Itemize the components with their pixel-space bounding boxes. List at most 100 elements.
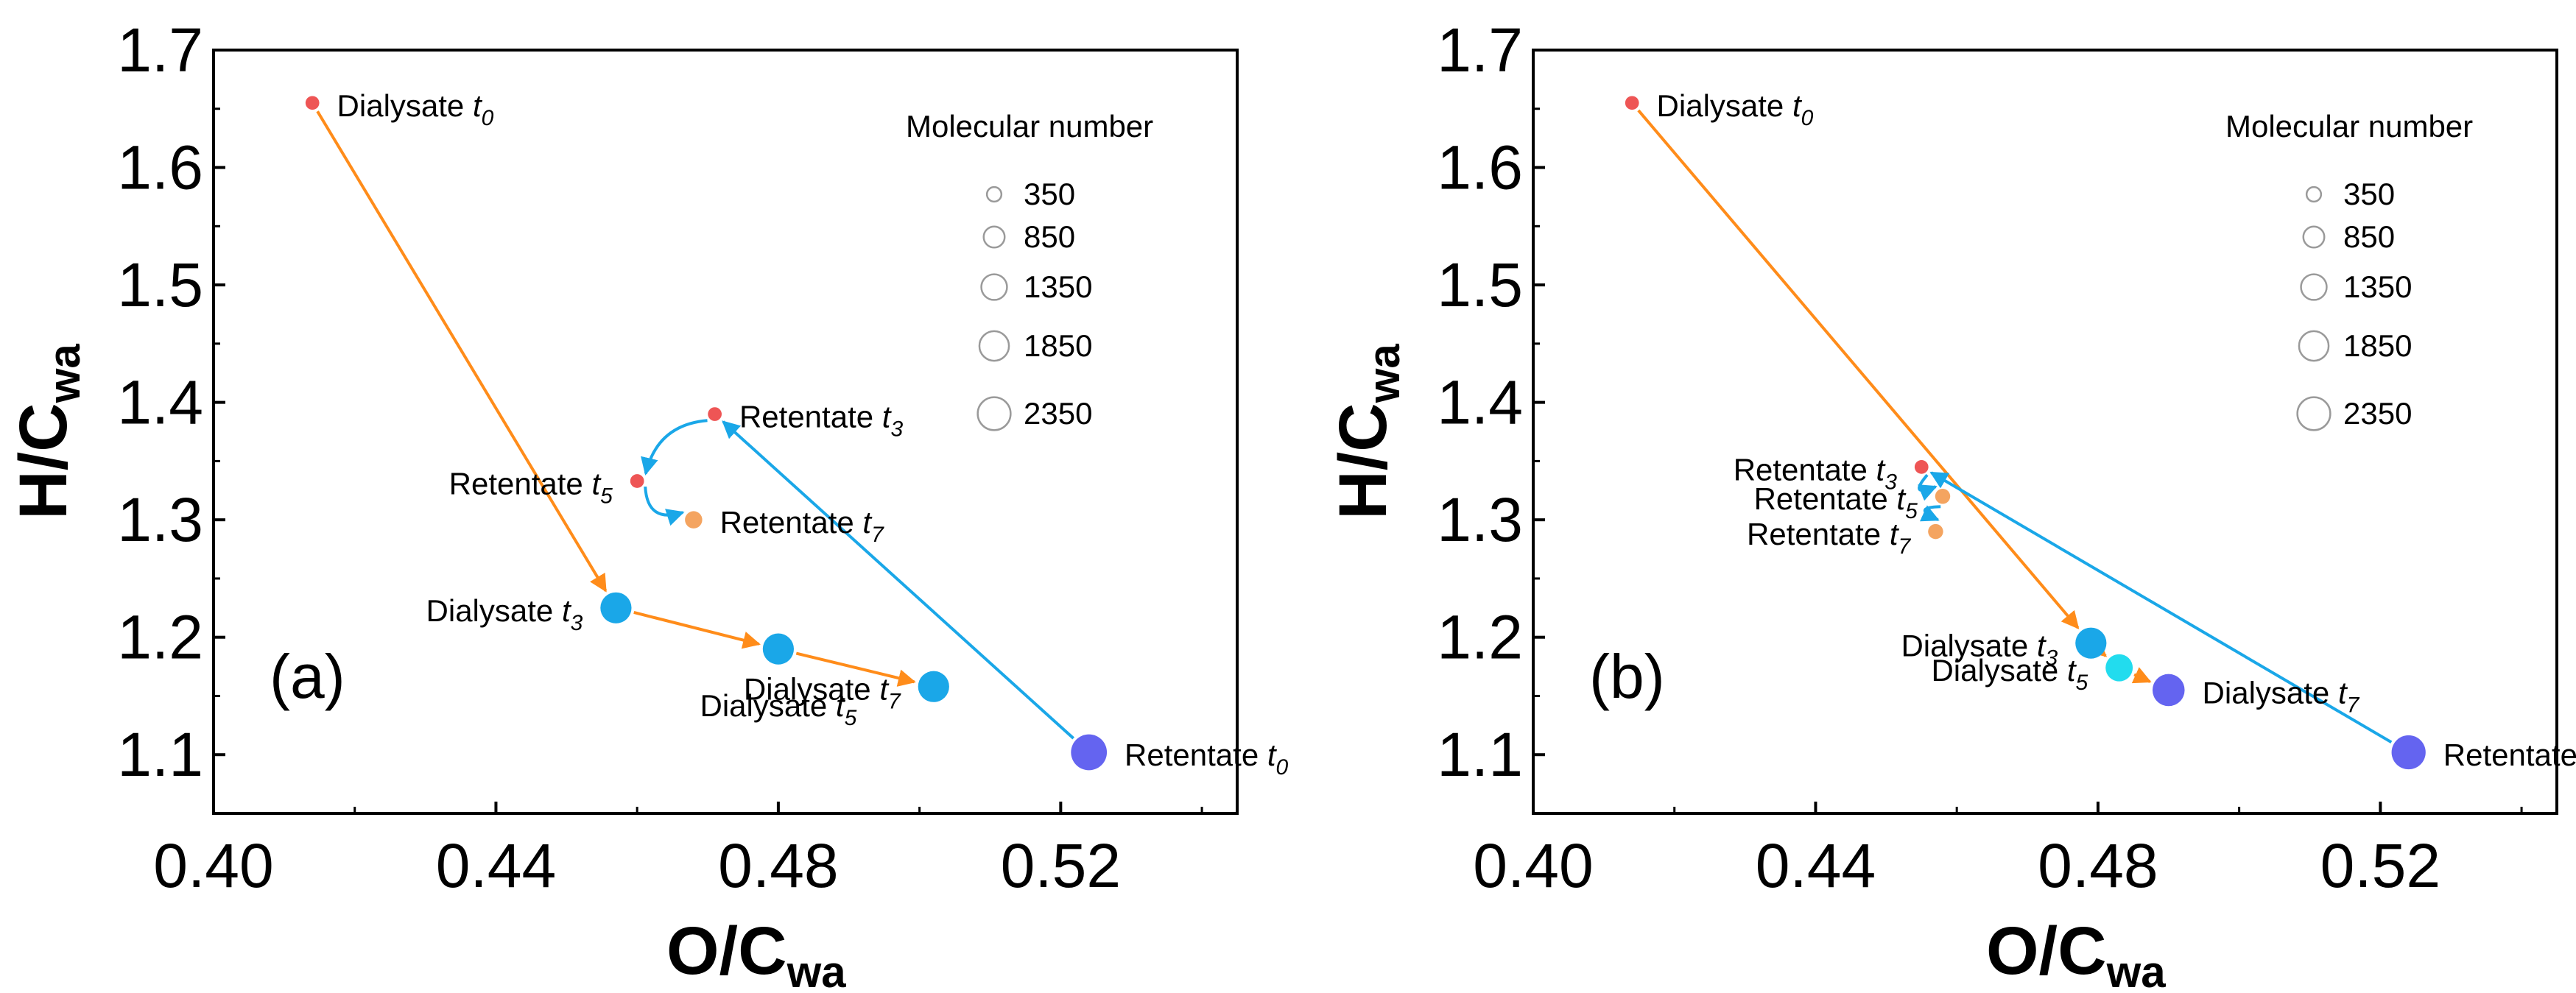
data-point-dialysate-t0 — [305, 96, 320, 110]
trajectory-arrow — [795, 651, 916, 687]
point-label: Retentate t7 — [720, 505, 884, 547]
point-label-name: Retentate — [1125, 738, 1267, 772]
x-tick-label: 0.40 — [1473, 831, 1594, 900]
x-tick-label: 0.48 — [718, 831, 839, 900]
point-label-sub: 3 — [571, 611, 583, 635]
point-label: Dialysate t7 — [744, 672, 901, 714]
y-axis-title: H/Cwa — [1326, 344, 1409, 520]
point-label: Dialysate t0 — [337, 88, 494, 130]
trajectory-arrow — [1917, 473, 1938, 501]
point-label-time: t — [1792, 88, 1803, 123]
panel-label: (b) — [1589, 642, 1665, 711]
point-label-name: Dialysate — [744, 672, 879, 707]
y-tick-label: 1.4 — [1437, 368, 1523, 437]
legend-size-label: 2350 — [2343, 396, 2412, 431]
legend-size-label: 1350 — [2343, 269, 2412, 304]
point-label-name: Retentate — [1734, 452, 1876, 487]
point-label: Retentate t0 — [2443, 738, 2576, 780]
data-point-dialysate-t3 — [600, 592, 632, 623]
x-tick-label: 0.44 — [436, 831, 557, 900]
x-tick-label: 0.52 — [1001, 831, 1122, 900]
point-label-name: Dialysate — [700, 688, 836, 723]
legend-size-label: 850 — [2343, 219, 2395, 254]
point-label-name: Dialysate — [426, 593, 562, 628]
point-label-name: Dialysate — [2203, 675, 2338, 710]
point-label: Dialysate t3 — [426, 593, 583, 635]
x-tick-label: 0.40 — [153, 831, 274, 900]
point-label-sub: 7 — [1898, 534, 1912, 559]
y-tick-label: 1.4 — [117, 368, 203, 437]
data-point-dialysate-t5 — [762, 633, 795, 665]
point-label-time: t — [562, 593, 572, 628]
legend-size-label: 1850 — [2343, 328, 2412, 363]
point-label-time: t — [2338, 675, 2348, 710]
x-axis-title: O/Cwa — [666, 914, 846, 989]
point-label: Retentate t0 — [1125, 738, 1288, 780]
point-label-sub: 7 — [871, 523, 884, 547]
data-point-retentate-t0 — [1071, 734, 1108, 771]
legend-size-circle — [982, 225, 1006, 249]
point-label-time: t — [2037, 629, 2047, 663]
legend-size-circle — [2305, 185, 2323, 203]
y-tick-label: 1.5 — [1437, 250, 1523, 319]
y-axis-title: H/Cwa — [6, 344, 89, 520]
data-point-retentate-t3 — [708, 407, 722, 421]
legend-size-circle — [2300, 273, 2328, 301]
data-point-retentate-t5 — [630, 474, 644, 488]
point-label-name: Retentate — [449, 467, 592, 501]
point-label: Retentate t7 — [1747, 517, 1911, 559]
point-label-sub: 7 — [888, 690, 901, 714]
x-tick-label: 0.44 — [1756, 831, 1876, 900]
data-point-dialysate-t7 — [918, 671, 949, 702]
point-label-time: t — [591, 467, 602, 501]
point-label-sub: 5 — [845, 706, 857, 730]
y-tick-label: 1.5 — [117, 250, 203, 319]
point-label-sub: 0 — [1801, 106, 1814, 130]
y-axis-title-sub: wa — [40, 344, 89, 404]
chart-panel-1: 1.1 1.2 1.3 1.4 1.5 1.6 1.7 0.40 0.44 0.48 0.52 O/C… — [1326, 15, 2576, 993]
point-label-sub: 0 — [482, 106, 494, 130]
point-label-name: Retentate — [720, 505, 863, 540]
y-tick-label: 1.6 — [1437, 133, 1523, 202]
x-axis-title-sub: wa — [786, 947, 847, 989]
x-axis-title-sub: wa — [2106, 947, 2167, 989]
plot-frame — [212, 49, 1239, 815]
y-tick-label: 1.7 — [117, 15, 203, 85]
y-tick-label: 1.3 — [1437, 485, 1523, 554]
x-axis-title: O/Cwa — [1986, 914, 2166, 989]
point-label-sub: 3 — [890, 417, 903, 442]
trajectory-arrow — [641, 419, 708, 476]
legend-size-label: 1850 — [1024, 328, 1092, 363]
data-point-retentate-t3 — [1914, 460, 1929, 474]
point-label: Dialysate t5 — [1931, 653, 2088, 695]
point-label-sub: 0 — [1276, 755, 1289, 780]
point-label-name: Retentate — [2443, 738, 2576, 772]
legend-size-circle — [980, 273, 1008, 301]
point-label-sub: 5 — [600, 484, 613, 509]
y-axis-title-sub: wa — [1359, 344, 1409, 404]
legend-size-circle — [978, 330, 1010, 362]
point-label: Dialysate t7 — [2203, 675, 2360, 717]
trajectory-arrow — [722, 420, 1074, 740]
point-label: Retentate t5 — [449, 467, 613, 509]
data-point-retentate-t0 — [2391, 735, 2426, 770]
point-label-time: t — [879, 672, 890, 707]
point-label-time: t — [836, 688, 846, 723]
x-tick-label: 0.48 — [2038, 831, 2158, 900]
point-label-sub: 7 — [2347, 693, 2360, 717]
legend-size-circle — [985, 185, 1003, 203]
y-tick-label: 1.2 — [1437, 603, 1523, 672]
point-label-name: Dialysate — [1931, 653, 2066, 688]
data-point-retentate-t7 — [685, 511, 703, 529]
data-point-dialysate-t5 — [2105, 654, 2133, 682]
data-point-retentate-t5 — [1935, 489, 1951, 504]
point-label-name: Retentate — [1747, 517, 1890, 551]
trajectory-arrow — [633, 611, 761, 649]
point-label-name: Dialysate — [337, 88, 473, 123]
legend-size-label: 1350 — [1024, 269, 1092, 304]
panel-label: (a) — [270, 642, 345, 711]
point-label: Dialysate t0 — [1657, 88, 1814, 130]
x-tick-label: 0.52 — [2320, 831, 2441, 900]
